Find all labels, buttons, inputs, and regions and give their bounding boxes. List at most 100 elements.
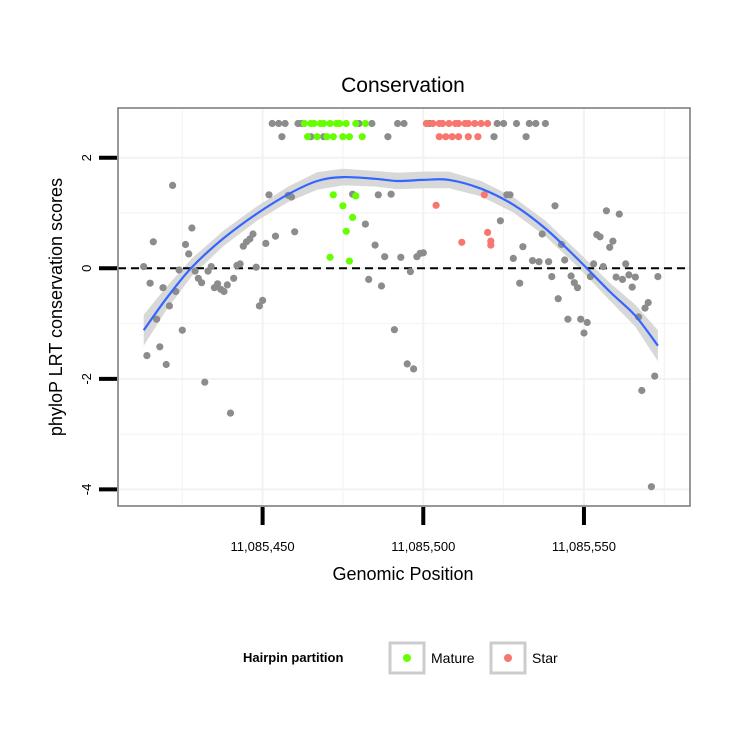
x-axis-title: Genomic Position [332, 564, 473, 584]
point-star [458, 238, 466, 246]
point-mature [349, 213, 357, 221]
smooth-trend-line [142, 175, 659, 347]
point-other [265, 191, 273, 199]
point-other [548, 273, 556, 281]
point-star [464, 133, 472, 141]
point-other [564, 315, 572, 323]
point-star [445, 119, 453, 128]
point-other [606, 243, 614, 251]
point-other [651, 372, 659, 380]
point-other [156, 343, 164, 351]
point-star [448, 133, 456, 141]
point-mature [345, 257, 353, 265]
point-mature [361, 119, 369, 128]
point-other [153, 315, 161, 323]
point-other [419, 249, 427, 257]
point-mature [300, 119, 308, 128]
point-mature [339, 133, 347, 141]
point-other [647, 483, 656, 491]
point-other [638, 386, 646, 395]
point-other [609, 237, 617, 245]
x-tick-label: 11,085,550 [552, 539, 616, 554]
y-tick-label: 0 [79, 265, 94, 272]
point-star [432, 201, 440, 209]
point-star [439, 119, 447, 128]
point-other [226, 409, 235, 417]
point-star [474, 133, 482, 141]
point-other [236, 260, 244, 268]
point-other [255, 302, 263, 310]
legend-marker-star [504, 654, 512, 662]
point-mature [329, 133, 337, 141]
point-other [406, 268, 414, 276]
point-star [480, 191, 488, 199]
point-other [516, 279, 524, 287]
legend-marker-mature [403, 654, 411, 662]
point-other [191, 267, 199, 275]
point-other [541, 119, 550, 128]
point-other [365, 275, 373, 283]
point-mature [342, 119, 350, 128]
point-other [493, 119, 501, 128]
point-other [220, 287, 228, 296]
point-other [490, 133, 498, 141]
point-other [252, 263, 260, 271]
point-other [602, 207, 611, 215]
point-other [368, 119, 376, 128]
point-other [509, 254, 517, 262]
point-other [525, 119, 533, 128]
point-other [361, 220, 369, 228]
point-other [165, 302, 173, 310]
point-star [484, 119, 492, 128]
point-other [281, 119, 289, 128]
point-other [146, 279, 154, 287]
point-other [528, 257, 537, 265]
point-other [287, 193, 296, 201]
point-other [573, 284, 582, 292]
point-mature [329, 191, 337, 199]
point-other [214, 280, 222, 288]
point-other [188, 224, 196, 232]
point-mature [339, 202, 347, 210]
chart-title: Conservation [341, 74, 465, 97]
point-other [535, 258, 543, 266]
point-other [262, 239, 270, 247]
point-other [641, 304, 649, 312]
point-other [198, 279, 206, 287]
point-other [590, 260, 598, 268]
point-other [583, 318, 591, 327]
point-other [500, 119, 508, 128]
point-other [551, 202, 559, 210]
point-other [554, 295, 562, 303]
point-mature [320, 119, 328, 128]
point-other [223, 281, 231, 289]
point-other [496, 217, 504, 225]
point-mature [345, 133, 353, 141]
point-star [455, 119, 463, 128]
legend-title: Hairpin partition [243, 650, 343, 665]
point-mature [358, 133, 366, 141]
point-mature [310, 119, 318, 128]
point-other [625, 271, 633, 279]
x-axis-ticks: 11,085,450 11,085,500 11,085,550 [231, 507, 616, 554]
plot-frame [117, 107, 691, 507]
legend-key-mature [388, 641, 426, 675]
point-other [278, 133, 286, 141]
point-other [230, 274, 238, 282]
point-mature [342, 227, 350, 235]
point-other [545, 258, 553, 266]
point-other [275, 119, 283, 128]
y-tick-label: -2 [79, 373, 94, 385]
legend-label-mature: Mature [431, 650, 475, 666]
point-mature [336, 119, 344, 128]
point-other [381, 253, 389, 261]
point-other [403, 360, 411, 368]
point-other [291, 228, 299, 236]
y-tick-label: -4 [79, 484, 94, 496]
point-other [580, 329, 588, 337]
point-other [259, 296, 267, 304]
point-other [615, 210, 623, 218]
legend-label-star: Star [532, 650, 558, 666]
point-other [371, 241, 379, 249]
